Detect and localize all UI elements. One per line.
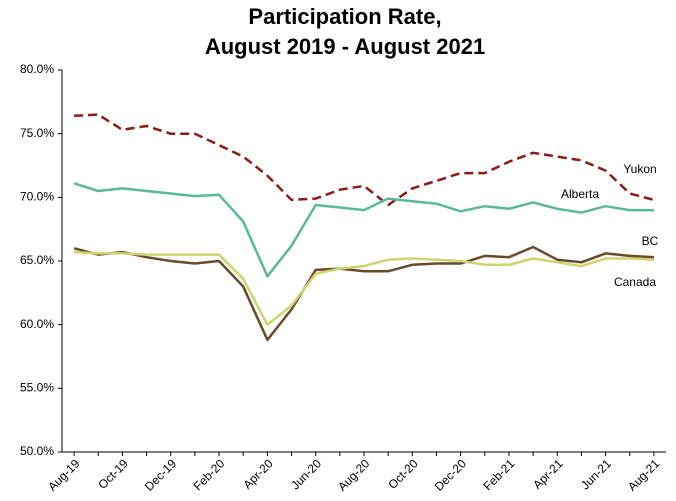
x-tick-label: Aug-19 — [45, 456, 82, 493]
x-tick-label: Oct-20 — [385, 456, 421, 492]
x-tick-label: Jun-20 — [288, 456, 324, 492]
series-line — [74, 113, 655, 207]
series-line — [73, 245, 654, 342]
series-line — [73, 182, 654, 278]
y-tick-label: 80.0% — [20, 62, 54, 76]
y-tick-label: 50.0% — [20, 444, 54, 458]
series-label: Canada — [614, 275, 656, 289]
x-tick-label: Dec-19 — [142, 456, 179, 493]
y-tick-label: 60.0% — [20, 317, 54, 331]
series-label: Yukon — [623, 162, 656, 176]
y-tick-label: 55.0% — [20, 381, 54, 395]
x-tick-label: Oct-19 — [95, 456, 131, 492]
y-tick-label: 65.0% — [20, 253, 54, 267]
x-tick-label: Aug-20 — [335, 456, 372, 493]
chart-title: Participation Rate, — [248, 4, 441, 29]
series-label: Alberta — [561, 187, 599, 201]
x-tick-label: Aug-21 — [625, 456, 662, 493]
y-tick-label: 70.0% — [20, 190, 54, 204]
x-tick-label: Apr-20 — [240, 456, 276, 492]
y-tick-label: 75.0% — [20, 126, 54, 140]
x-tick-label: Dec-20 — [432, 456, 469, 493]
x-tick-label: Apr-21 — [530, 456, 566, 492]
x-tick-label: Jun-21 — [578, 456, 614, 492]
chart-subtitle: August 2019 - August 2021 — [205, 34, 485, 59]
x-tick-label: Feb-20 — [191, 456, 228, 493]
x-tick-label: Feb-21 — [481, 456, 518, 493]
series-line — [74, 250, 654, 326]
series-label: BC — [642, 234, 659, 248]
